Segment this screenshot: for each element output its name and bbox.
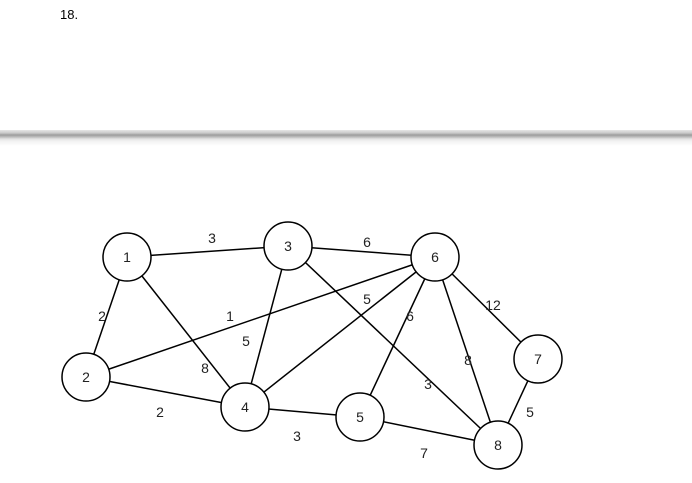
edge-weight-2-6: 1 <box>226 308 234 324</box>
edge-weight-6-7: 12 <box>485 297 501 313</box>
node-7: 7 <box>513 334 563 384</box>
node-1: 1 <box>102 232 152 282</box>
node-label-8: 8 <box>494 437 502 453</box>
edge-weight-3-8: 3 <box>424 376 432 392</box>
node-circle-1 <box>102 232 152 282</box>
node-circle-3 <box>263 221 313 271</box>
node-label-6: 6 <box>431 249 439 265</box>
node-2: 2 <box>61 352 111 402</box>
edge-weight-6-8: 8 <box>464 352 472 368</box>
edge-weight-7-8: 5 <box>526 404 534 420</box>
edge-weight-4-6: 5 <box>363 291 371 307</box>
node-6: 6 <box>410 232 460 282</box>
node-label-1: 1 <box>123 249 131 265</box>
node-label-3: 3 <box>284 238 292 254</box>
node-circle-7 <box>513 334 563 384</box>
node-4: 4 <box>220 382 270 432</box>
problem-number: 18. <box>60 7 79 22</box>
edge-3-4 <box>244 245 289 408</box>
edge-weight-5-8: 7 <box>420 445 428 461</box>
node-circle-4 <box>220 382 270 432</box>
node-label-2: 2 <box>82 369 90 385</box>
node-label-7: 7 <box>534 351 542 367</box>
edge-6-8 <box>434 256 499 446</box>
node-label-4: 4 <box>241 399 249 415</box>
edge-weight-1-2: 2 <box>98 308 106 324</box>
edge-weight-1-4: 8 <box>201 360 209 376</box>
node-circle-8 <box>473 420 523 470</box>
edge-4-6 <box>244 256 436 408</box>
edge-2-4 <box>85 376 246 408</box>
edge-weight-1-3: 3 <box>208 230 216 246</box>
edge-1-4 <box>126 256 246 408</box>
edge-6-5 <box>359 256 436 418</box>
edge-weight-2-4: 2 <box>156 404 164 420</box>
node-3: 3 <box>263 221 313 271</box>
node-5: 5 <box>335 392 385 442</box>
node-label-5: 5 <box>356 409 364 425</box>
edge-weight-4-5: 3 <box>293 428 301 444</box>
edge-weight-3-6: 6 <box>363 234 371 250</box>
node-8: 8 <box>473 420 523 470</box>
edge-weight-3-4: 5 <box>242 333 250 349</box>
edge-1-3 <box>126 245 289 258</box>
node-circle-5 <box>335 392 385 442</box>
node-circle-6 <box>410 232 460 282</box>
edge-2-6 <box>85 256 436 378</box>
node-circle-2 <box>61 352 111 402</box>
section-divider <box>0 130 692 146</box>
edge-weight-6-5: 6 <box>406 308 414 324</box>
